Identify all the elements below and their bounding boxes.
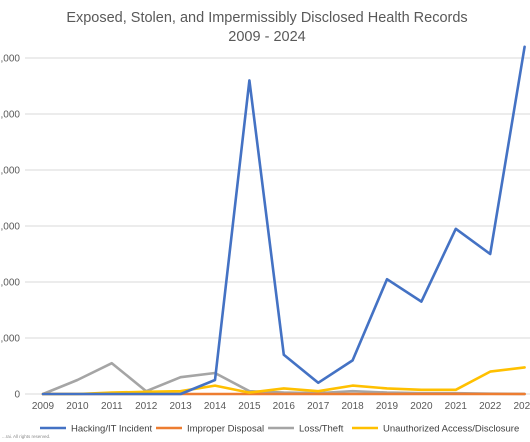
legend-item: Improper Disposal [156,424,264,435]
x-tick-label: 2018 [341,401,364,412]
legend-label: Improper Disposal [187,424,264,435]
x-tick-label: 2009 [32,401,55,412]
legend-label: Unauthorized Access/Disclosure [383,424,519,435]
y-tick-label: ,000 [1,54,21,65]
gridlines [25,57,530,395]
x-tick-label: 2021 [445,401,468,412]
x-tick-label: 2019 [376,401,399,412]
x-tick-label: 2013 [169,401,192,412]
legend-item: Loss/Theft [268,424,344,435]
x-tick-label: 2022 [479,401,502,412]
x-tick-label: 2023 [513,401,530,412]
y-tick-label: ,000 [1,334,21,345]
x-tick-label: 2015 [238,401,261,412]
series-line-unauthorized-access-disclosure [41,366,526,396]
chart-subtitle: 2009 - 2024 [228,29,305,45]
y-tick-label: ,000 [1,278,21,289]
series-lines [41,45,526,396]
series-line-hacking-it-incident [41,45,526,396]
y-tick-label: 0 [14,390,20,401]
y-tick-label: ,000 [1,110,21,121]
x-tick-label: 2017 [307,401,330,412]
y-axis-tick-labels: 0 ,000 ,000 ,000 ,000 ,000 ,000 [1,54,21,401]
legend-label: Loss/Theft [299,424,344,435]
y-tick-label: ,000 [1,166,21,177]
footnote: ...rai. All rights reserved. [2,434,50,439]
x-tick-label: 2020 [410,401,433,412]
chart-title: Exposed, Stolen, and Impermissibly Discl… [66,10,467,26]
x-tick-label: 2016 [273,401,296,412]
legend-label: Hacking/IT Incident [71,424,153,435]
legend-item: Hacking/IT Incident [40,424,153,435]
x-tick-label: 2010 [66,401,89,412]
legend: Hacking/IT Incident Improper Disposal Loss… [40,424,519,435]
legend-item: Unauthorized Access/Disclosure [352,424,519,435]
x-axis-tick-labels: 2009 2010 2011 2012 2013 2014 2015 2016 2017 2018… [32,401,530,412]
x-tick-label: 2012 [135,401,158,412]
x-tick-label: 2011 [101,401,123,412]
x-tick-label: 2014 [204,401,227,412]
y-tick-label: ,000 [1,222,21,233]
